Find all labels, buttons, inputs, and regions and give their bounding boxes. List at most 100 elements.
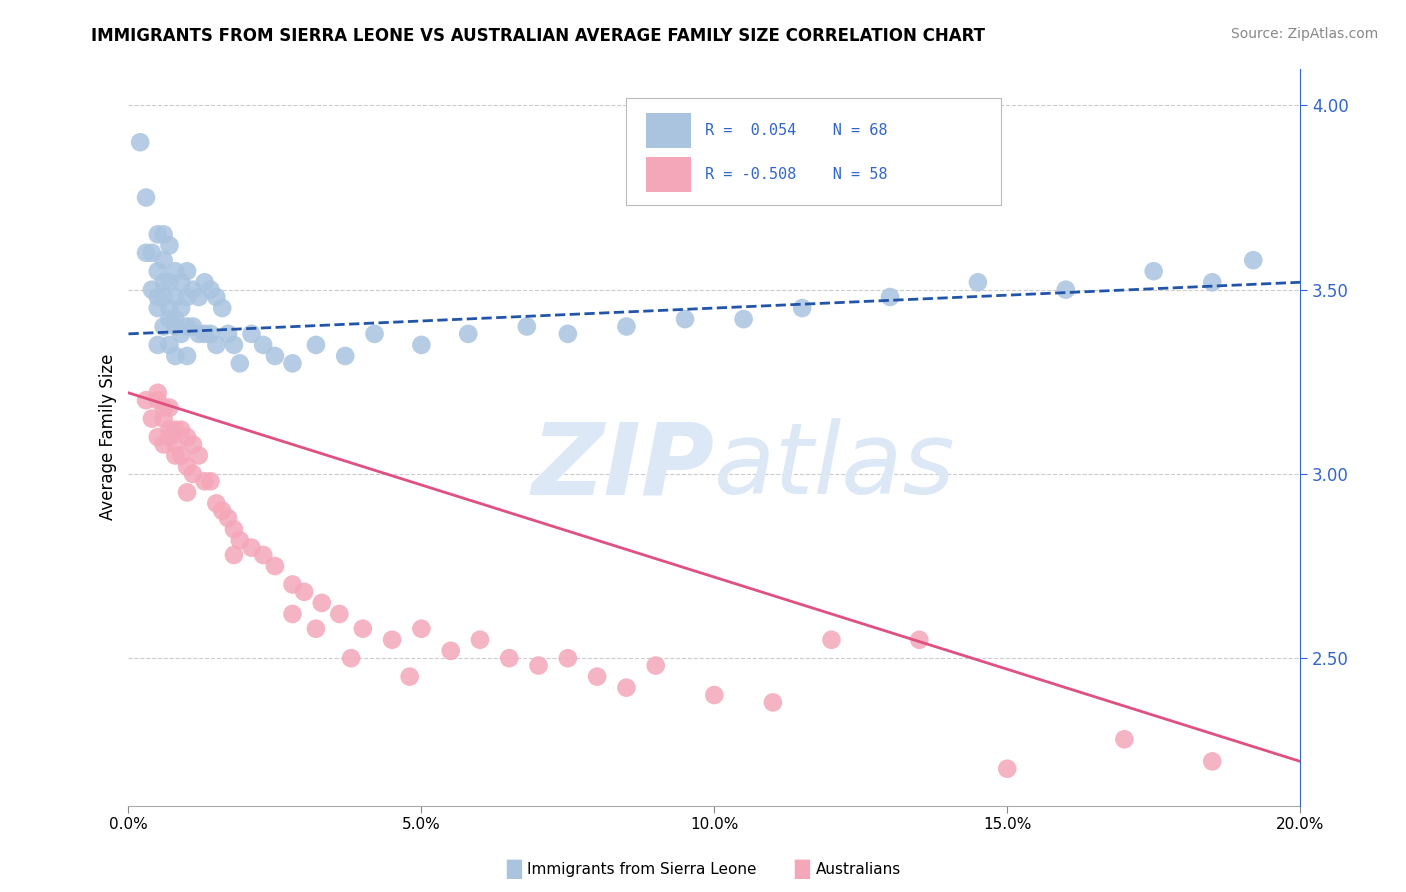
- Point: [340, 651, 363, 665]
- Point: [335, 349, 357, 363]
- Text: ZIP: ZIP: [531, 418, 714, 515]
- Point: [194, 475, 217, 489]
- Point: [159, 312, 181, 326]
- Point: [240, 541, 263, 555]
- Point: [908, 632, 931, 647]
- Point: [1114, 732, 1136, 747]
- Point: [159, 401, 181, 415]
- Point: [457, 326, 479, 341]
- Point: [146, 385, 169, 400]
- Point: [411, 622, 433, 636]
- Point: [557, 326, 579, 341]
- Point: [141, 283, 163, 297]
- Point: [152, 253, 174, 268]
- Point: [152, 411, 174, 425]
- Point: [194, 326, 217, 341]
- Point: [1201, 755, 1223, 769]
- Point: [363, 326, 385, 341]
- Point: [141, 411, 163, 425]
- Point: [200, 475, 222, 489]
- Point: [146, 301, 169, 315]
- Point: [176, 264, 198, 278]
- Point: [170, 326, 193, 341]
- Point: [170, 449, 193, 463]
- Point: [200, 283, 222, 297]
- Text: IMMIGRANTS FROM SIERRA LEONE VS AUSTRALIAN AVERAGE FAMILY SIZE CORRELATION CHART: IMMIGRANTS FROM SIERRA LEONE VS AUSTRALI…: [91, 27, 986, 45]
- Point: [762, 695, 785, 709]
- Point: [165, 349, 187, 363]
- Point: [217, 511, 239, 525]
- Point: [187, 326, 209, 341]
- Point: [159, 423, 181, 437]
- Text: █: █: [794, 860, 810, 880]
- Point: [398, 670, 420, 684]
- Point: [152, 437, 174, 451]
- Point: [146, 430, 169, 444]
- Point: [159, 275, 181, 289]
- Point: [311, 596, 333, 610]
- Point: [328, 607, 350, 621]
- Point: [165, 423, 187, 437]
- Point: [159, 301, 181, 315]
- Point: [176, 319, 198, 334]
- Point: [152, 275, 174, 289]
- Point: [205, 496, 228, 510]
- Point: [146, 264, 169, 278]
- Point: [135, 190, 157, 204]
- Point: [176, 349, 198, 363]
- Point: [159, 338, 181, 352]
- Point: [170, 423, 193, 437]
- Point: [967, 275, 990, 289]
- Bar: [647, 157, 690, 193]
- Point: [222, 338, 245, 352]
- Point: [240, 326, 263, 341]
- Point: [165, 264, 187, 278]
- Point: [252, 548, 274, 562]
- Point: [1143, 264, 1166, 278]
- Point: [586, 670, 609, 684]
- Point: [305, 622, 328, 636]
- Point: [170, 275, 193, 289]
- Point: [187, 290, 209, 304]
- Point: [159, 430, 181, 444]
- Point: [264, 349, 287, 363]
- Point: [281, 577, 304, 591]
- Point: [381, 632, 404, 647]
- Point: [468, 632, 491, 647]
- Point: [616, 681, 638, 695]
- Point: [527, 658, 550, 673]
- Point: [181, 283, 204, 297]
- Point: [498, 651, 520, 665]
- Point: [211, 504, 233, 518]
- Point: [152, 319, 174, 334]
- FancyBboxPatch shape: [627, 98, 1001, 205]
- Point: [352, 622, 374, 636]
- Point: [129, 135, 152, 149]
- Point: [146, 393, 169, 408]
- Point: [820, 632, 842, 647]
- Point: [211, 301, 233, 315]
- Point: [165, 437, 187, 451]
- Point: [252, 338, 274, 352]
- Text: R = -0.508    N = 58: R = -0.508 N = 58: [704, 167, 887, 182]
- Point: [305, 338, 328, 352]
- Point: [281, 356, 304, 370]
- Point: [141, 245, 163, 260]
- Point: [995, 762, 1018, 776]
- Point: [170, 301, 193, 315]
- Point: [440, 644, 463, 658]
- Text: Immigrants from Sierra Leone: Immigrants from Sierra Leone: [527, 863, 756, 877]
- Text: R =  0.054    N = 68: R = 0.054 N = 68: [704, 123, 887, 138]
- Point: [1054, 283, 1077, 297]
- Point: [159, 238, 181, 252]
- Y-axis label: Average Family Size: Average Family Size: [100, 354, 117, 520]
- Point: [176, 485, 198, 500]
- Point: [187, 449, 209, 463]
- Point: [673, 312, 696, 326]
- Point: [194, 275, 217, 289]
- Bar: [647, 112, 690, 148]
- Text: atlas: atlas: [714, 418, 956, 515]
- Point: [152, 401, 174, 415]
- Point: [557, 651, 579, 665]
- Point: [229, 356, 252, 370]
